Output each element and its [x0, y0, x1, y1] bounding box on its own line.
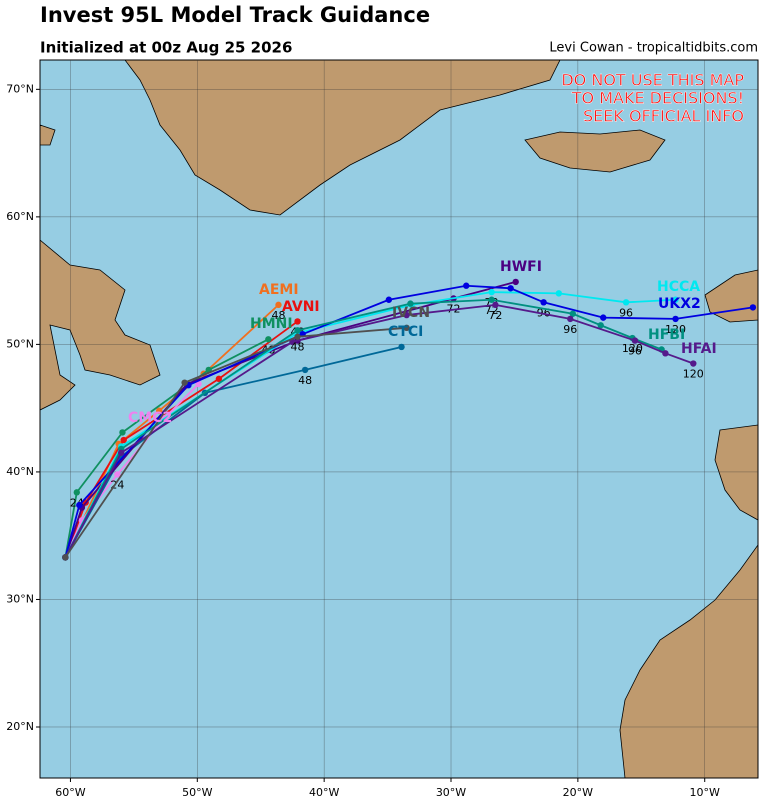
track-point	[62, 554, 69, 561]
hour-label: 72	[488, 309, 502, 322]
track-point	[512, 278, 519, 286]
track-point	[294, 327, 301, 334]
track-point	[265, 336, 272, 343]
y-tick-label: 30°N	[6, 592, 34, 605]
hour-label: 96	[628, 345, 642, 358]
track-point	[119, 429, 126, 436]
tracks: 484824482448727296961207212072969612048	[62, 278, 757, 561]
x-tick-label: 20°W	[563, 786, 593, 799]
track-point	[672, 296, 679, 303]
track-point	[114, 471, 121, 478]
track-point	[403, 324, 410, 332]
grid: 60°W 50°W 40°W 30°W 20°W 10°W 20°N 30°N 40°N 50°N…	[6, 60, 758, 799]
track-point	[398, 343, 405, 351]
track-point	[385, 296, 393, 303]
x-tick-label: 10°W	[690, 786, 720, 799]
hour-label: 120	[665, 323, 686, 336]
track-point	[407, 300, 414, 307]
track-point	[73, 489, 80, 496]
model-names: AEMI AVNI HMNI CMC2 CTCI HWFI HCCA UKX2 …	[128, 259, 717, 426]
track-point	[567, 315, 574, 323]
track-point	[156, 407, 163, 414]
hour-label: 120	[622, 342, 643, 355]
iberia	[714, 424, 758, 521]
track-point	[631, 337, 639, 344]
track-point	[488, 296, 495, 303]
track-point	[507, 285, 514, 292]
track-point	[749, 304, 757, 311]
canada	[40, 239, 161, 411]
model-name: IVCN	[392, 305, 430, 321]
track-point	[275, 301, 282, 309]
track-line	[64, 326, 407, 558]
track-point	[597, 322, 604, 329]
hour-label: 48	[271, 309, 285, 322]
x-tick-label: 60°W	[55, 786, 85, 799]
hour-label: 48	[298, 374, 312, 387]
track-point	[690, 360, 697, 367]
track-point	[540, 299, 547, 306]
track-point	[301, 366, 309, 374]
track-point	[294, 333, 301, 340]
track-point	[569, 310, 576, 317]
iceland	[524, 129, 666, 173]
track-point	[403, 311, 410, 319]
baffin	[40, 124, 56, 146]
y-tick-label: 50°N	[6, 337, 34, 350]
y-tick-label: 40°N	[6, 465, 34, 478]
hour-label: 96	[619, 306, 633, 319]
track-point	[215, 375, 223, 383]
model-name: HMNI	[250, 316, 293, 332]
model-name: HCCA	[657, 279, 700, 295]
track-point	[600, 314, 607, 321]
hour-label: 48	[291, 341, 305, 354]
model-name: AEMI	[259, 282, 299, 298]
track-point	[463, 282, 470, 289]
track-point	[662, 350, 669, 357]
track-point	[181, 379, 188, 386]
warning-line: SEEK OFFICIAL INFO	[583, 107, 744, 126]
y-tick-label: 20°N	[6, 720, 34, 733]
model-name: HFAI	[681, 341, 717, 357]
model-name: HWFI	[500, 259, 542, 275]
track-point	[76, 501, 83, 509]
x-tick-label: 40°W	[309, 786, 339, 799]
track-point	[120, 436, 127, 444]
x-tick-label: 50°W	[182, 786, 212, 799]
y-tick-label: 60°N	[6, 210, 34, 223]
model-name: CTCI	[388, 324, 423, 340]
warning: DO NOT USE THIS MAP TO MAKE DECISIONS! S…	[561, 70, 744, 126]
track-point	[672, 315, 679, 323]
title: Invest 95L Model Track Guidance	[40, 3, 430, 27]
warning-line: DO NOT USE THIS MAP	[561, 71, 744, 90]
africa	[619, 544, 758, 778]
model-name: AVNI	[282, 299, 320, 315]
subtitle: Initialized at 00z Aug 25 2026	[40, 39, 292, 57]
y-tick-label: 70°N	[6, 82, 34, 95]
track-point	[117, 449, 125, 456]
model-name: UKX2	[658, 296, 701, 312]
track-point	[622, 299, 630, 306]
track-point	[492, 301, 499, 309]
map-frame	[39, 59, 759, 779]
track-point	[488, 288, 495, 296]
hour-label: 120	[683, 368, 704, 381]
warning-line: TO MAKE DECISIONS!	[571, 89, 744, 108]
track-point	[294, 318, 301, 325]
x-tick-label: 30°W	[436, 786, 466, 799]
model-name: CMC2	[128, 410, 172, 426]
credit: Levi Cowan - tropicaltidbits.com	[549, 41, 758, 56]
model-name: HFBI	[648, 327, 685, 343]
hour-label: 24	[110, 478, 124, 491]
track-point	[555, 290, 563, 297]
hour-label: 96	[563, 323, 577, 336]
